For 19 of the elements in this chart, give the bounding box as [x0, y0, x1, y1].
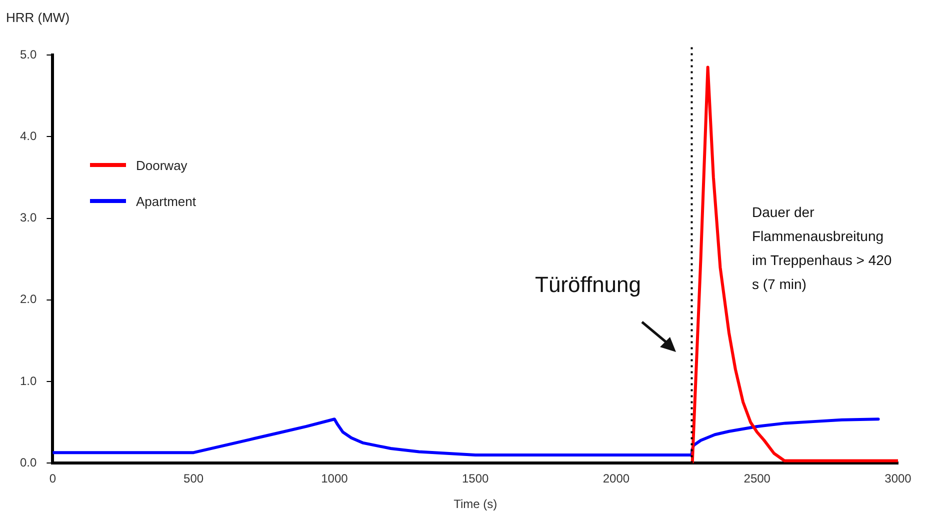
y-tick-label: 3.0 — [20, 210, 37, 225]
annotation: Dauer der Flammenausbreitung im Treppenhaus > 420 s (7 min) — [752, 203, 893, 294]
legend-label: Doorway — [136, 158, 188, 172]
x-tick-label: 3000 — [884, 472, 912, 486]
y-tick-label: 1.0 — [20, 374, 37, 388]
x-tick-label: 2000 — [602, 472, 630, 486]
y-tick-label: 0.0 — [20, 456, 37, 470]
x-tick-label: 500 — [184, 472, 204, 486]
x-axis-title: Time (s) — [454, 497, 498, 512]
y-tick-label: 5.0 — [20, 47, 37, 62]
x-tick-label: 1000 — [321, 472, 348, 486]
y-tick-label: 2.0 — [20, 292, 37, 306]
ref-line-label: Türöffnung — [535, 272, 642, 298]
legend-label: Apartment — [136, 194, 196, 208]
x-tick-label: 1500 — [462, 472, 490, 486]
y-axis-title: HRR (MW) — [6, 10, 70, 25]
x-tick-label: 0 — [49, 472, 56, 486]
x-tick-label: 2500 — [744, 472, 771, 486]
y-tick-label: 4.0 — [20, 128, 37, 143]
